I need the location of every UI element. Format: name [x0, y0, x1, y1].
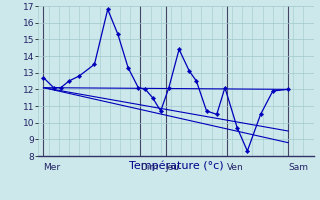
Text: Mer: Mer — [44, 164, 60, 172]
Text: Ven: Ven — [227, 164, 244, 172]
Text: Jeu: Jeu — [166, 164, 180, 172]
Text: Dim: Dim — [140, 164, 159, 172]
Text: Sam: Sam — [288, 164, 308, 172]
X-axis label: Température (°c): Température (°c) — [129, 160, 223, 171]
